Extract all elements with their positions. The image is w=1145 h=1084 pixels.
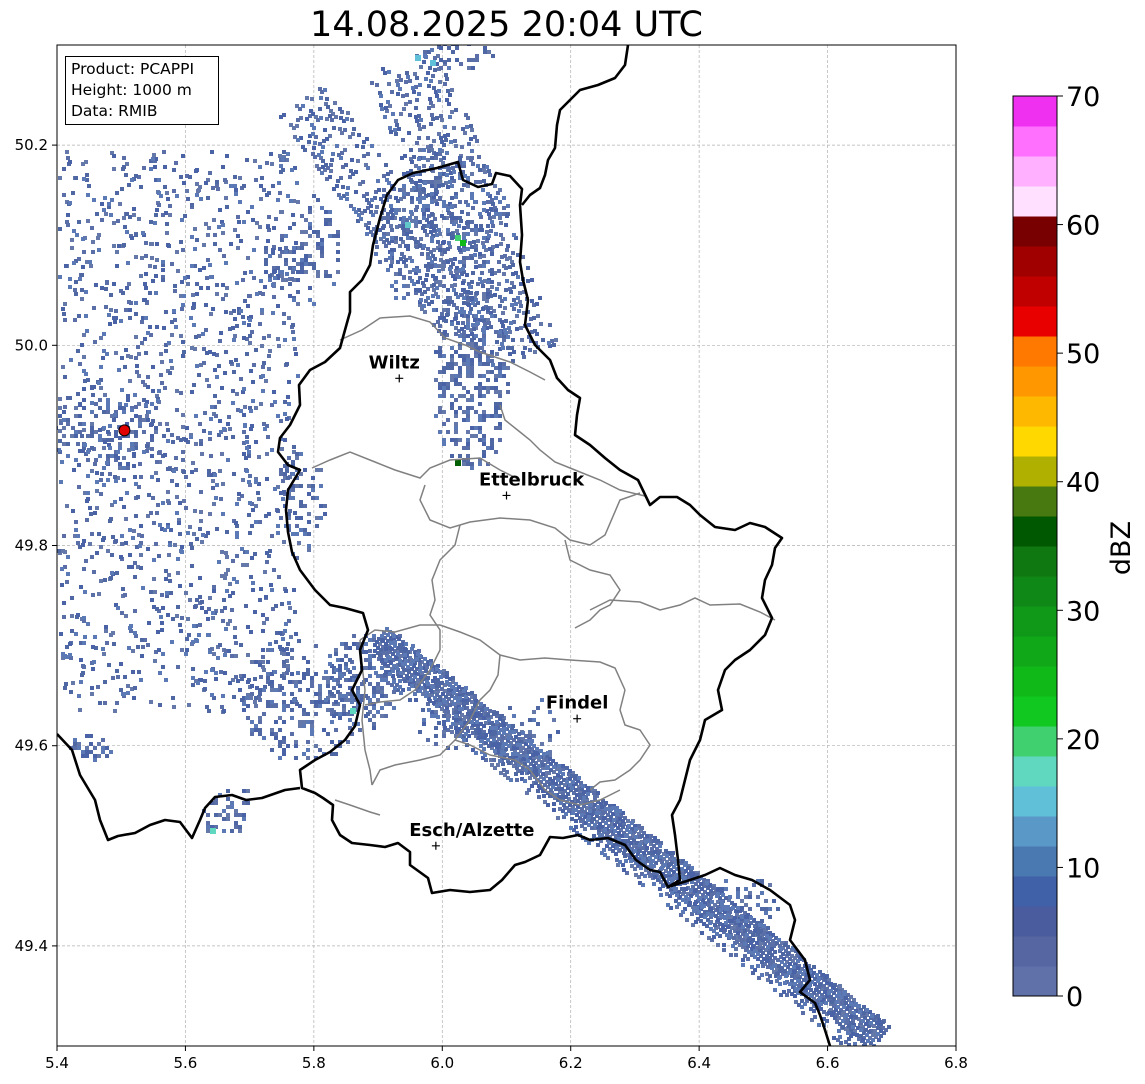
y-tick-label: 50.2 <box>15 136 48 154</box>
colorbar-segment <box>1013 516 1057 547</box>
colorbar-segment <box>1013 246 1057 277</box>
x-tick-label: 5.4 <box>45 1054 69 1072</box>
radar-site-marker <box>118 424 131 437</box>
colorbar-segment <box>1013 756 1057 787</box>
colorbar-segment <box>1013 876 1057 907</box>
colorbar-tick-label: 70 <box>1066 82 1100 113</box>
colorbar-tick-label: 50 <box>1066 339 1100 370</box>
colorbar-segment <box>1013 276 1057 307</box>
radar-echo-high <box>350 708 356 714</box>
height-label: Height: 1000 m <box>71 81 192 99</box>
y-tick-label: 49.6 <box>15 737 48 755</box>
product-info-box: Product: PCAPPI Height: 1000 m Data: RMI… <box>65 56 219 125</box>
colorbar-segment <box>1013 426 1057 457</box>
colorbar-segment <box>1013 336 1057 367</box>
city-marker <box>431 841 440 850</box>
map-title: 14.08.2025 20:04 UTC <box>310 5 703 45</box>
city-label: Findel <box>546 693 609 714</box>
colorbar-segment <box>1013 306 1057 337</box>
colorbar: 0 10 20 30 40 50 60 70 <box>1012 82 1100 1013</box>
colorbar-segment <box>1013 156 1057 187</box>
colorbar-segment <box>1013 726 1057 757</box>
city-label: Ettelbruck <box>479 469 585 490</box>
map-plot-area <box>57 45 956 1046</box>
radar-echo-high <box>455 235 461 241</box>
colorbar-segment <box>1013 96 1057 127</box>
colorbar-segment <box>1013 606 1057 637</box>
national-border <box>57 45 832 1046</box>
city-label: Wiltz <box>369 352 420 373</box>
colorbar-segment <box>1013 846 1057 877</box>
radar-echo-high <box>405 222 411 228</box>
colorbar-segment <box>1013 546 1057 577</box>
x-tick-label: 6.6 <box>816 1054 840 1072</box>
radar-echo-high <box>210 828 216 834</box>
radar-echo-layer <box>57 45 891 1046</box>
x-tick-label: 6.4 <box>687 1054 711 1072</box>
x-tick-label: 6.2 <box>559 1054 583 1072</box>
colorbar-segment <box>1013 906 1057 937</box>
colorbar-frame <box>1012 95 1058 997</box>
colorbar-tick-label: 30 <box>1066 596 1100 627</box>
colorbar-segment <box>1013 636 1057 667</box>
radar-site-layer <box>118 424 131 437</box>
radar-echo-cells <box>57 45 891 1046</box>
colorbar-segment <box>1013 666 1057 697</box>
radar-echo-high <box>430 60 436 66</box>
y-tick-label: 49.8 <box>15 537 48 555</box>
plot-frame <box>56 44 957 1047</box>
city-markers: Wiltz Ettelbruck Findel Esch/Alzette <box>369 352 609 850</box>
colorbar-segment <box>1013 366 1057 397</box>
colorbar-segment <box>1013 486 1057 517</box>
colorbar-segment <box>1013 396 1057 427</box>
map-axes: 5.4 5.6 5.8 6.0 6.2 6.4 6.6 6.8 49.4 49.6 49.8 50.0… <box>15 136 968 1072</box>
colorbar-segment <box>1013 966 1057 997</box>
colorbar-tick-label: 10 <box>1066 853 1100 884</box>
colorbar-segment <box>1013 816 1057 847</box>
x-tick-label: 6.8 <box>944 1054 968 1072</box>
city-marker <box>395 374 404 383</box>
map-gridlines <box>57 45 956 1046</box>
colorbar-label: dBZ <box>1106 521 1137 575</box>
colorbar-segment <box>1013 576 1057 607</box>
colorbar-segment <box>1013 126 1057 157</box>
colorbar-segment <box>1013 456 1057 487</box>
colorbar-segment <box>1013 696 1057 727</box>
x-tick-label: 5.6 <box>173 1054 197 1072</box>
radar-echo-high <box>460 240 466 246</box>
radar-echo-high <box>455 460 461 466</box>
colorbar-segment <box>1013 786 1057 817</box>
canton-boundaries <box>311 315 776 816</box>
colorbar-tick-label: 20 <box>1066 725 1100 756</box>
colorbar-tick-label: 60 <box>1066 211 1100 242</box>
colorbar-segment <box>1013 186 1057 217</box>
product-label: Product: PCAPPI <box>71 60 195 78</box>
city-marker <box>502 491 511 500</box>
city-label: Esch/Alzette <box>409 820 534 841</box>
radar-echo-high <box>415 55 421 61</box>
colorbar-tick-label: 0 <box>1066 982 1083 1013</box>
x-tick-label: 6.0 <box>430 1054 454 1072</box>
colorbar-segment <box>1013 216 1057 247</box>
y-tick-label: 49.4 <box>15 937 48 955</box>
colorbar-segment <box>1013 936 1057 967</box>
y-tick-label: 50.0 <box>15 336 48 354</box>
colorbar-tick-label: 40 <box>1066 468 1100 499</box>
x-tick-label: 5.8 <box>302 1054 326 1072</box>
data-source-label: Data: RMIB <box>71 102 158 120</box>
city-marker <box>573 714 582 723</box>
